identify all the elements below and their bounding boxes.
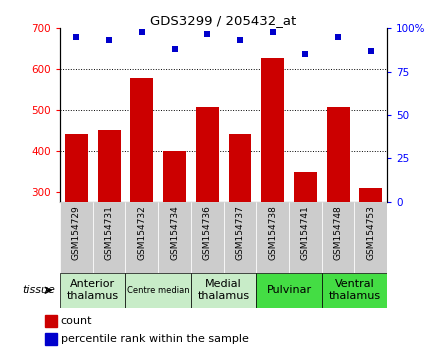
Bar — [256, 202, 289, 273]
Point — [73, 34, 80, 40]
Point — [138, 29, 146, 35]
Bar — [360, 188, 382, 314]
Bar — [327, 107, 349, 314]
Bar — [45, 315, 57, 327]
Bar — [125, 273, 191, 308]
Bar — [322, 202, 355, 273]
Point — [335, 34, 342, 40]
Text: GSM154741: GSM154741 — [301, 205, 310, 260]
Bar — [60, 273, 125, 308]
Bar — [125, 202, 158, 273]
Text: GSM154738: GSM154738 — [268, 205, 277, 260]
Bar — [289, 202, 322, 273]
Bar — [45, 333, 57, 345]
Text: GSM154736: GSM154736 — [203, 205, 212, 260]
Text: Ventral
thalamus: Ventral thalamus — [328, 279, 380, 301]
Text: count: count — [61, 316, 92, 326]
Point — [171, 46, 178, 52]
Point — [269, 29, 276, 35]
Text: GSM154731: GSM154731 — [105, 205, 113, 260]
Bar — [191, 202, 224, 273]
Bar — [130, 78, 153, 314]
Bar — [322, 273, 387, 308]
Text: Medial
thalamus: Medial thalamus — [198, 279, 250, 301]
Bar — [196, 107, 218, 314]
Text: Centre median: Centre median — [127, 286, 190, 295]
Bar — [224, 202, 256, 273]
Bar — [60, 202, 93, 273]
Text: Pulvinar: Pulvinar — [267, 285, 312, 295]
Bar — [261, 58, 284, 314]
Point — [204, 31, 211, 36]
Point — [236, 38, 243, 43]
Point — [302, 52, 309, 57]
Text: GSM154748: GSM154748 — [334, 205, 343, 260]
Text: GSM154729: GSM154729 — [72, 205, 81, 260]
Text: tissue: tissue — [23, 285, 56, 295]
Bar — [163, 151, 186, 314]
Bar — [93, 202, 125, 273]
Text: GSM154753: GSM154753 — [366, 205, 375, 260]
Bar — [98, 130, 121, 314]
Text: percentile rank within the sample: percentile rank within the sample — [61, 334, 248, 344]
Bar — [191, 273, 256, 308]
Text: GSM154732: GSM154732 — [138, 205, 146, 260]
Text: GSM154734: GSM154734 — [170, 205, 179, 260]
Text: GSM154737: GSM154737 — [235, 205, 244, 260]
Bar — [294, 172, 317, 314]
Point — [367, 48, 374, 54]
Bar — [229, 135, 251, 314]
Bar — [355, 202, 387, 273]
Point — [105, 38, 113, 43]
Bar — [256, 273, 322, 308]
Bar — [65, 135, 88, 314]
Bar — [158, 202, 191, 273]
Text: Anterior
thalamus: Anterior thalamus — [67, 279, 119, 301]
Title: GDS3299 / 205432_at: GDS3299 / 205432_at — [150, 14, 297, 27]
